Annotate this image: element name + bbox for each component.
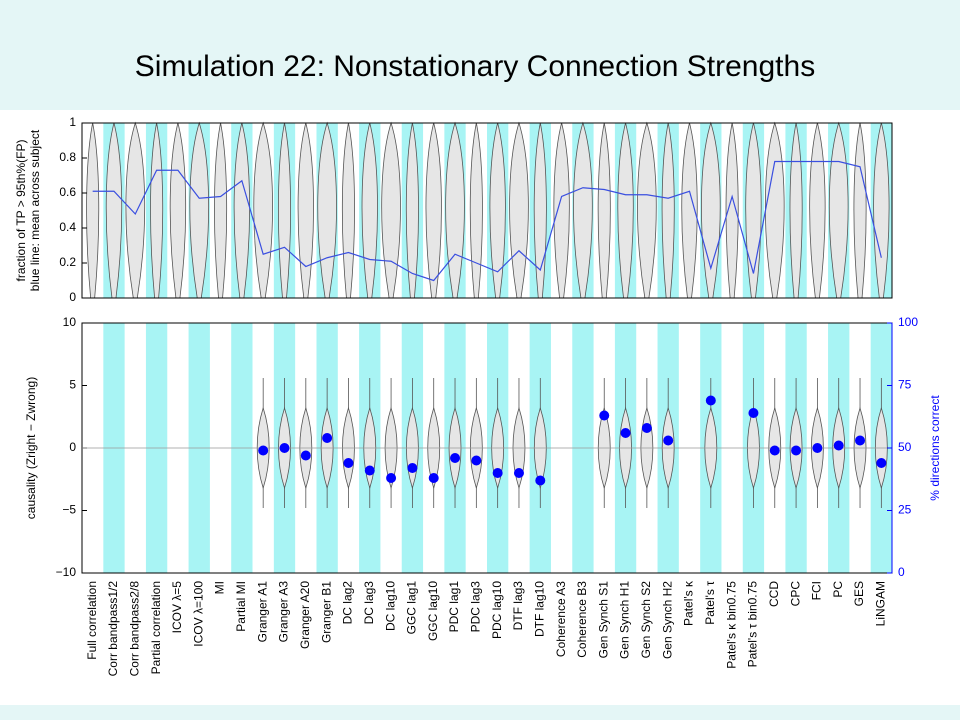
x-tick-label: PC [831,581,845,598]
x-tick-label: Gen Synch H1 [618,581,632,659]
x-tick-label: DTF lag10 [532,581,546,637]
direction-dot [300,450,311,461]
y-tick-label: 0.6 [59,185,76,199]
direction-dot [641,423,652,433]
y-tick-label: 0.8 [59,150,76,164]
direction-dot [513,468,524,478]
direction-dot [876,458,887,468]
y-tick-label: 5 [69,378,76,392]
direction-dot [833,440,844,451]
direction-dot [535,475,546,486]
x-tick-label: GGC lag1 [405,581,419,635]
direction-dot [279,443,290,453]
y-tick-label: −10 [56,565,77,579]
x-tick-label: Coherence B3 [575,581,589,658]
x-tick-label: PDC lag1 [447,581,461,633]
direction-dot [492,468,503,478]
direction-dot [407,463,418,473]
y-tick-label: 0.2 [59,255,76,269]
y-tick-label: 10 [63,315,77,329]
x-tick-label: CPC [788,581,802,607]
x-tick-label: Partial MI [234,581,248,632]
x-tick-label: PDC lag10 [490,581,504,639]
direction-dot [769,445,780,456]
x-tick-label: ICOV λ=100 [191,581,205,647]
direction-dot [748,408,759,418]
x-tick-label: Gen Synch S2 [639,581,653,659]
x-tick-label: Partial correlation [149,581,163,674]
y-tick-label: 0.4 [59,220,76,234]
y2-axis-label: % directions correct [928,395,942,501]
plot-frame [81,122,893,299]
x-tick-label: DTF lag3 [511,581,525,631]
y-axis-label: fraction of TP > 95th%(FP) [14,140,28,282]
direction-dot [791,445,802,456]
x-tick-label: MI [213,581,227,594]
x-tick-label: Patel's κ [682,580,696,626]
x-tick-label: Full correlation [85,581,99,660]
direction-dot [855,435,866,446]
x-tick-label: LiNGAM [874,581,888,626]
x-tick-label: CCD [767,581,781,607]
x-tick-label: Patel's τ [703,581,717,625]
x-tick-label: Gen Synch S1 [596,581,610,659]
direction-dot [386,473,397,483]
x-tick-label: Corr bandpass2/8 [127,581,141,677]
direction-dot [812,443,823,453]
x-tick-label: GES [852,581,866,606]
x-tick-label: GGC lag10 [426,581,440,641]
direction-dot [322,433,333,443]
y-tick-label: −5 [62,503,76,517]
x-tick-label: Granger A1 [255,581,269,643]
x-tick-label: DC lag2 [341,581,355,625]
y-tick-label: 0 [69,440,76,454]
mean-line [92,160,882,282]
y2-tick-label: 50 [898,440,912,454]
x-tick-label: Patel's τ bin0.75 [746,581,760,668]
x-tick-label: Corr bandpass1/2 [106,581,120,677]
direction-dot [620,428,631,438]
x-tick-label: DC lag10 [383,581,397,631]
y2-tick-label: 75 [898,378,912,392]
y-tick-label: 1 [69,115,76,129]
x-tick-label: PDC lag3 [469,581,483,633]
x-tick-label: FCI [810,581,824,600]
direction-dot [258,445,269,456]
y2-tick-label: 100 [898,315,918,329]
direction-dot [705,395,716,406]
direction-dot [663,435,674,446]
direction-dot [450,453,461,463]
y-axis-label: blue line: mean across subject [28,129,42,291]
x-tick-label: Granger B1 [319,581,333,643]
y2-tick-label: 0 [898,565,905,579]
x-tick-label: Granger A20 [298,581,312,649]
x-tick-label: Coherence A3 [554,581,568,657]
y-tick-label: 0 [69,290,76,304]
x-tick-label: Granger A3 [277,581,291,643]
direction-dot [471,455,482,466]
slide-title: Simulation 22: Nonstationary Connection … [135,50,815,83]
x-tick-label: ICOV λ=5 [170,581,184,634]
direction-dot [364,465,375,476]
x-tick-label: Gen Synch H2 [660,581,674,659]
y2-tick-label: 25 [898,503,912,517]
direction-dot [343,458,354,468]
x-tick-label: DC lag3 [362,581,376,625]
direction-dot [599,410,610,421]
direction-dot [428,473,439,483]
y-axis-label: causality (Zright − Zwrong) [24,377,38,519]
x-tick-label: Patel's κ bin0.75 [724,581,738,669]
